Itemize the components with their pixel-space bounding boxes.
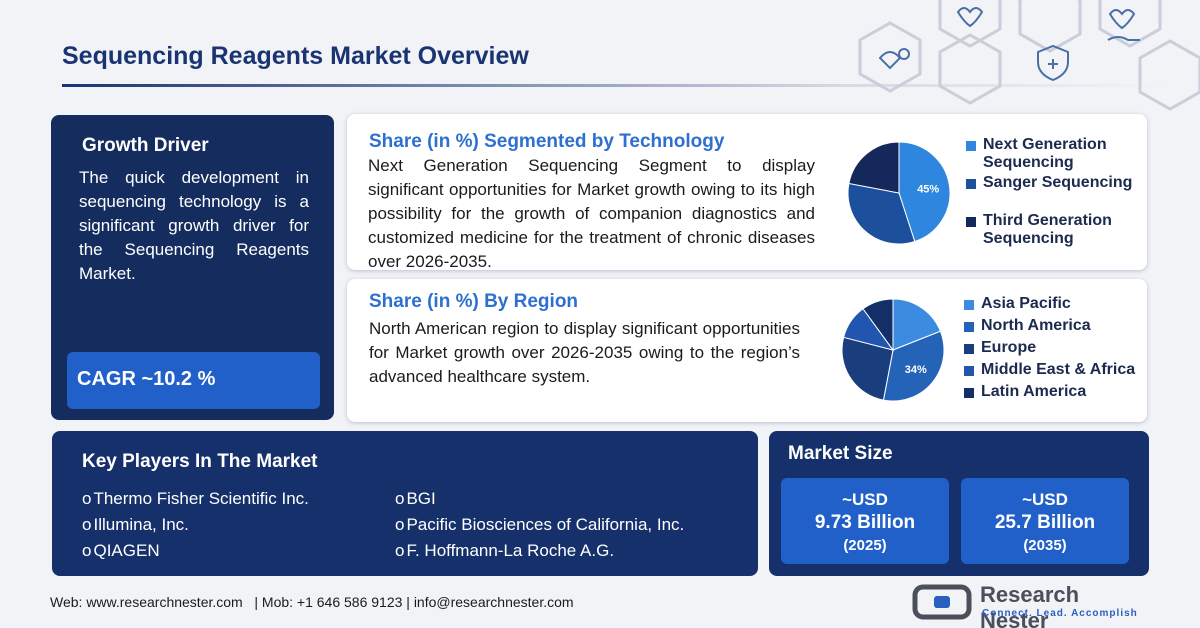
legend-item-middle-east-africa: Middle East & Africa (964, 361, 1144, 383)
player-item: o F. Hoffmann-La Roche A.G. (395, 538, 684, 564)
legend-item-latin-america: Latin America (964, 383, 1144, 405)
legend-swatch (966, 179, 976, 189)
player-item: o Illumina, Inc. (82, 512, 309, 538)
player-item: o Pacific Biosciences of California, Inc. (395, 512, 684, 538)
legend-swatch (964, 322, 974, 332)
technology-card-title: Share (in %) Segmented by Technology (369, 131, 725, 152)
bullet-icon: o (82, 515, 92, 534)
market-size-2025: ~USD 9.73 Billion (2025) (781, 478, 949, 564)
legend-swatch (964, 344, 974, 354)
legend-swatch (964, 388, 974, 398)
region-card-title: Share (in %) By Region (369, 291, 579, 312)
player-name: BGI (406, 489, 436, 508)
bullet-icon: o (82, 489, 92, 508)
cagr-badge: CAGR ~10.2 % (67, 352, 320, 409)
legend-label: North America (981, 317, 1091, 334)
key-players-title: Key Players In The Market (82, 451, 318, 472)
technology-segment-card: Share (in %) Segmented by Technology Nex… (347, 114, 1147, 271)
bullet-icon: o (395, 489, 405, 508)
key-players-column-2: o BGI o Pacific Biosciences of California,… (395, 486, 684, 564)
legend-item-north-america: North America (964, 317, 1144, 339)
bullet-icon: o (82, 541, 92, 560)
market-value: 9.73 Billion (814, 512, 916, 533)
footer-contact: Web: www.researchnester.com | Mob: +1 64… (50, 594, 574, 610)
page-title: Sequencing Reagents Market Overview (62, 42, 529, 70)
player-name: Pacific Biosciences of California, Inc. (406, 515, 685, 534)
brand-tagline: Connect. Lead. Accomplish (982, 608, 1138, 619)
region-pie-slice-north-america (882, 330, 945, 402)
technology-card-text: Next Generation Sequencing Segment to di… (368, 156, 815, 271)
region-pie-slice-asia-pacific (892, 298, 942, 351)
legend-label: Third Generation Sequencing (983, 212, 1112, 247)
legend-label: Next Generation Sequencing (983, 136, 1107, 171)
bullet-icon: o (395, 541, 405, 560)
player-item: o Thermo Fisher Scientific Inc. (82, 486, 309, 512)
market-size-panel: Market Size ~USD 9.73 Billion (2025) ~US… (769, 431, 1149, 576)
growth-driver-panel: Growth Driver The quick development in s… (51, 115, 334, 420)
player-name: QIAGEN (93, 541, 160, 560)
legend-item-next-generation-sequencing: Next Generation Sequencing (966, 136, 1136, 172)
growth-driver-title: Growth Driver (82, 135, 209, 156)
healthcare-hexagon-decoration (858, 0, 1200, 111)
brand-logo: Research Nester Connect. Lead. Accomplis… (912, 582, 1152, 628)
region-pie-slice-europe (841, 336, 894, 401)
player-item: o BGI (395, 486, 684, 512)
currency-label: ~USD (842, 490, 888, 509)
key-players-column-1: o Thermo Fisher Scientific Inc. o Illumina… (82, 486, 309, 564)
research-nester-logo-icon (912, 584, 972, 620)
legend-item-europe: Europe (964, 339, 1144, 361)
market-size-title: Market Size (788, 443, 893, 464)
legend-item-asia-pacific: Asia Pacific (964, 295, 1144, 317)
legend-item-sanger-sequencing: Sanger Sequencing (966, 174, 1136, 192)
player-name: F. Hoffmann-La Roche A.G. (406, 541, 615, 560)
currency-label: ~USD (1022, 490, 1068, 509)
legend-label: Asia Pacific (981, 295, 1071, 312)
legend-label: Middle East & Africa (981, 361, 1136, 378)
technology-pie-slice-third-generation-sequencing (848, 141, 900, 194)
technology-pie-slice-next-generation-sequencing (898, 141, 951, 243)
title-divider (62, 84, 1172, 87)
legend-swatch (964, 366, 974, 376)
player-item: o QIAGEN (82, 538, 309, 564)
region-pie-chart: 34% (841, 298, 945, 402)
region-pie-slice-latin-america (862, 298, 894, 352)
legend-swatch (966, 217, 976, 227)
player-name: Thermo Fisher Scientific Inc. (93, 489, 309, 508)
market-size-2035: ~USD 25.7 Billion (2035) (961, 478, 1129, 564)
legend-swatch (964, 300, 974, 310)
region-legend: Asia Pacific North America Europe Middle… (964, 295, 1144, 405)
legend-item-third-generation-sequencing: Third Generation Sequencing (966, 212, 1136, 248)
bullet-icon: o (395, 515, 405, 534)
player-name: Illumina, Inc. (93, 515, 189, 534)
region-pie-data-label: 34% (905, 364, 927, 376)
legend-label: Europe (981, 339, 1037, 356)
growth-driver-text: The quick development in sequencing tech… (79, 168, 309, 283)
technology-legend: Next Generation Sequencing Sanger Sequen… (966, 136, 1136, 248)
legend-label: Latin America (981, 383, 1087, 400)
technology-pie-slice-sanger-sequencing (847, 182, 916, 245)
cagr-value: CAGR ~10.2 % (77, 368, 216, 390)
brand-name: Research Nester (980, 582, 1080, 628)
region-card-text: North American region to display signifi… (369, 319, 800, 386)
legend-swatch (966, 141, 976, 151)
market-value: 25.7 Billion (994, 512, 1096, 533)
region-segment-card: Share (in %) By Region North American re… (347, 279, 1147, 422)
technology-pie-data-label: 45% (917, 183, 939, 195)
market-year: (2035) (1023, 537, 1067, 554)
technology-pie-chart: 45% (847, 141, 951, 245)
legend-label: Sanger Sequencing (983, 174, 1133, 191)
key-players-panel: Key Players In The Market o Thermo Fisher… (52, 431, 758, 576)
market-year: (2025) (843, 537, 887, 554)
